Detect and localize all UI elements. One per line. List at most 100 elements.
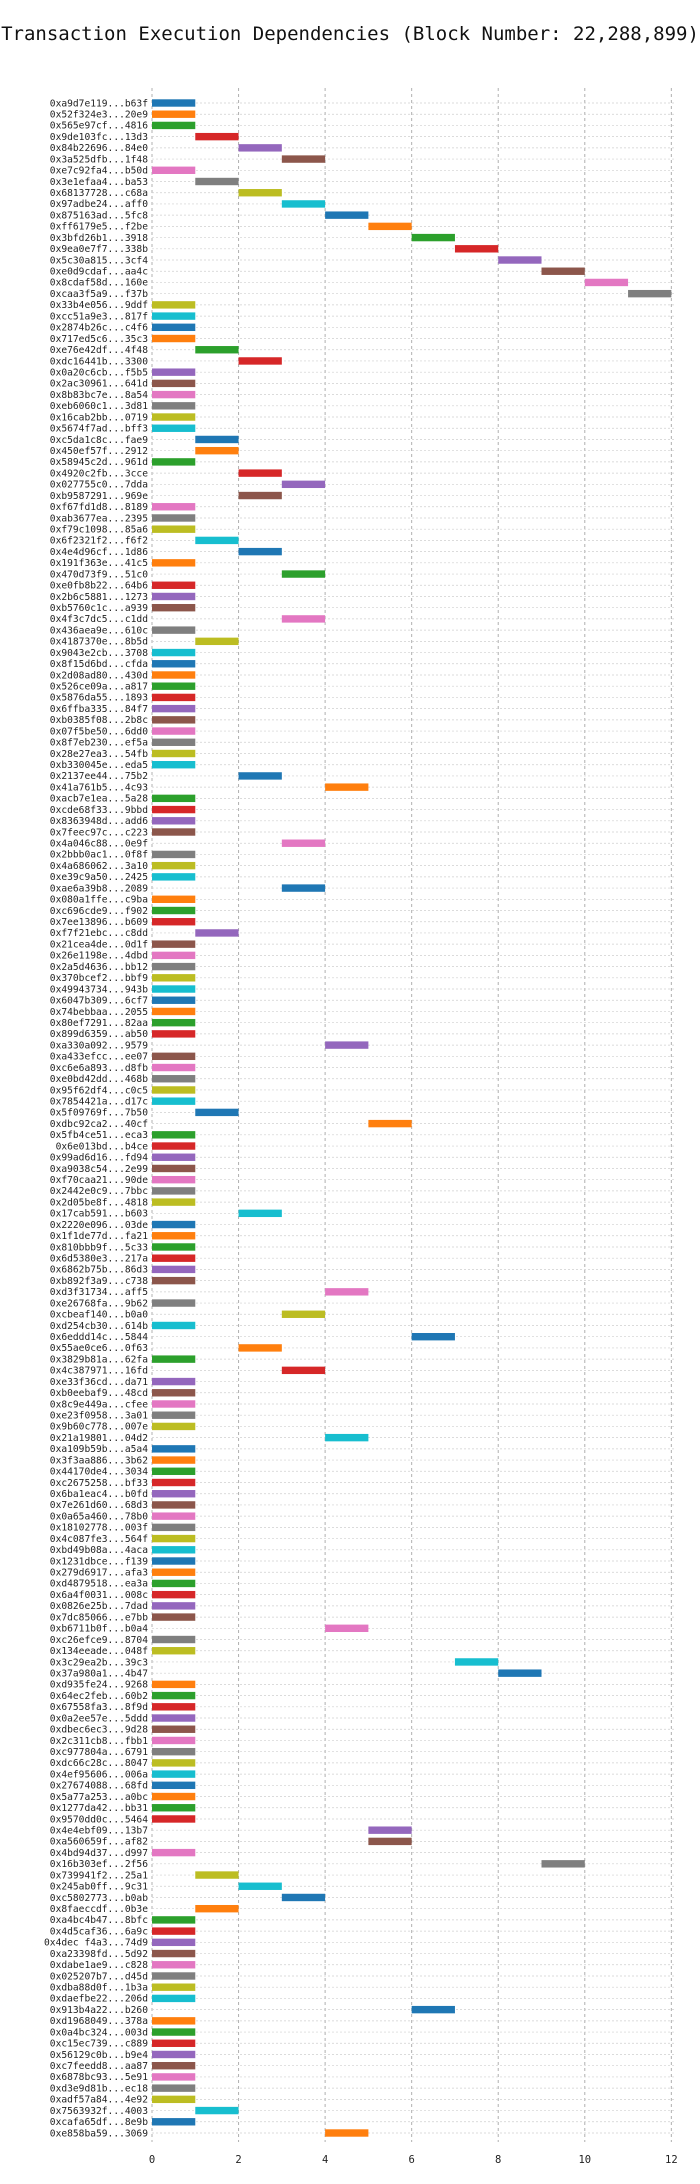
tx-label: 0x5f09769f...7b50 [50, 1108, 148, 1119]
tx-label: 0x28e27ea3...54fb [50, 749, 148, 760]
tx-label: 0xdabe1ae9...c828 [50, 1960, 148, 1971]
tx-label: 0xe23f0958...3a01 [50, 1411, 148, 1422]
tx-bar [195, 346, 239, 354]
tx-bar [152, 1030, 196, 1038]
tx-bar [152, 402, 196, 410]
tx-label: 0xacb7e1ea...5a28 [50, 794, 148, 805]
tx-bar [152, 1265, 196, 1274]
tx-label: 0xff6179e5...f2be [50, 222, 148, 233]
tx-bar [152, 1467, 196, 1475]
tx-label: 0x370bcef2...bbf9 [50, 973, 148, 984]
tx-label: 0xc5da1c8c...fae9 [50, 435, 148, 446]
tx-bar [195, 435, 239, 444]
tx-bar [152, 1198, 196, 1206]
tx-bar [152, 1546, 196, 1554]
tx-label: 0x2b6c5881...1273 [50, 592, 148, 603]
tx-label: 0xa330a092...9579 [50, 1040, 148, 1051]
tx-label: 0x74bebbaa...2055 [50, 1007, 148, 1018]
tx-bar [281, 480, 326, 489]
tx-label: 0x07f5be50...6dd0 [50, 726, 148, 737]
tx-bar [238, 1882, 282, 1890]
tx-bar [195, 446, 239, 455]
x-tick-label: 6 [409, 2154, 415, 2166]
tx-label: 0x450ef57f...2912 [50, 446, 148, 457]
tx-bar [541, 1860, 585, 1868]
tx-label: 0x4e4d96cf...1d86 [50, 547, 148, 558]
tx-bar [152, 458, 196, 466]
tx-bar [411, 233, 455, 242]
tx-label: 0x470d73f9...51c0 [50, 569, 148, 580]
tx-bar [152, 1703, 196, 1711]
tx-bar [195, 2106, 239, 2115]
tx-bar [152, 1994, 196, 2003]
tx-label: 0x6eddd14c...5844 [50, 1332, 148, 1343]
tx-label: 0x84b22696...84e0 [50, 143, 148, 154]
tx-bar [281, 155, 326, 163]
tx-bar [454, 1658, 499, 1666]
tx-label: 0x6878bc93...5e91 [50, 2072, 148, 2083]
tx-bar [152, 1478, 196, 1487]
tx-label: 0x6ba1eac4...b0fd [50, 1489, 148, 1500]
tx-label: 0x8b83bc7e...8a54 [50, 390, 148, 401]
tx-bar [152, 861, 196, 870]
tx-bar [325, 211, 369, 219]
tx-bar [281, 615, 326, 623]
tx-bar [152, 1164, 196, 1173]
tx-label: 0xc696cde9...f902 [50, 906, 148, 917]
tx-label: 0xc6e6a893...d8fb [50, 1063, 148, 1074]
tx-label: 0x6d5380e3...217a [50, 1253, 148, 1264]
tx-label: 0x1231dbce...f139 [50, 1556, 148, 1567]
tx-bar [152, 1804, 196, 1812]
tx-label: 0x56129c0b...b9e4 [50, 2050, 148, 2061]
tx-bar [281, 1893, 326, 1902]
tx-label: 0x8f7eb230...ef5a [50, 738, 148, 749]
tx-label: 0xcde68f33...9bbd [50, 805, 148, 816]
tx-bar [411, 1333, 455, 1341]
tx-bar [325, 783, 369, 791]
tx-label: 0x4bd94d37...d997 [50, 1848, 148, 1859]
tx-bar [152, 704, 196, 713]
tx-label: 0x6862b75b...86d3 [50, 1265, 148, 1276]
tx-label: 0xf79c1098...85a6 [50, 524, 148, 535]
tx-label: 0xa9038c54...2e99 [50, 1164, 148, 1175]
tx-bar [152, 1490, 196, 1498]
tx-bar [152, 626, 196, 634]
tx-label: 0x7feec97c...c223 [50, 827, 148, 838]
tx-bar [152, 1848, 196, 1857]
tx-bar [152, 1052, 196, 1061]
tx-bar [238, 144, 282, 152]
tx-bar [152, 1276, 196, 1285]
tx-label: 0x64ec2feb...60b2 [50, 1691, 148, 1702]
tx-label: 0xe7c92fa4...b50d [50, 166, 148, 177]
tx-label: 0x4f3c7dc5...c1dd [50, 614, 148, 625]
tx-label: 0xf70caa21...90de [50, 1175, 148, 1186]
tx-label: 0xadf57a84...4e92 [50, 2095, 148, 2106]
tx-label: 0xe0fb8b22...64b6 [50, 581, 148, 592]
tx-label: 0xa560659f...af82 [50, 1837, 148, 1848]
tx-label: 0x9de103fc...13d3 [50, 132, 148, 143]
tx-label: 0x8f15d6bd...cfda [50, 659, 148, 670]
tx-label: 0xa109b59b...a5a4 [50, 1444, 148, 1455]
tx-label: 0x17cab591...b603 [50, 1209, 148, 1220]
tx-label: 0x9b60c778...007e [50, 1422, 148, 1433]
tx-bar [152, 1175, 196, 1184]
tx-label: 0x245ab0ff...9c31 [50, 1882, 148, 1893]
tx-label: 0x37a980a1...4b47 [50, 1668, 148, 1679]
tx-bar [152, 2017, 196, 2025]
tx-bar [195, 132, 239, 141]
tx-bar [152, 603, 196, 612]
tx-label: 0x913b4a22...b260 [50, 2005, 148, 2016]
tx-label: 0x3bfd26b1...3918 [50, 233, 148, 244]
tx-label: 0x0826e25b...7dad [50, 1601, 148, 1612]
tx-bar [152, 951, 196, 960]
tx-bar [238, 469, 282, 477]
tx-bar [152, 1243, 196, 1251]
tx-bar [152, 1018, 196, 1027]
tx-bar [152, 974, 196, 982]
tx-bar [281, 200, 326, 208]
tx-bar [152, 1377, 196, 1386]
tx-label: 0x67558fa3...8f9d [50, 1702, 148, 1713]
tx-label: 0x4dec f4a3...74d9 [44, 1938, 148, 1949]
tx-label: 0x526ce09a...a817 [50, 682, 148, 693]
tx-bar [152, 1389, 196, 1397]
